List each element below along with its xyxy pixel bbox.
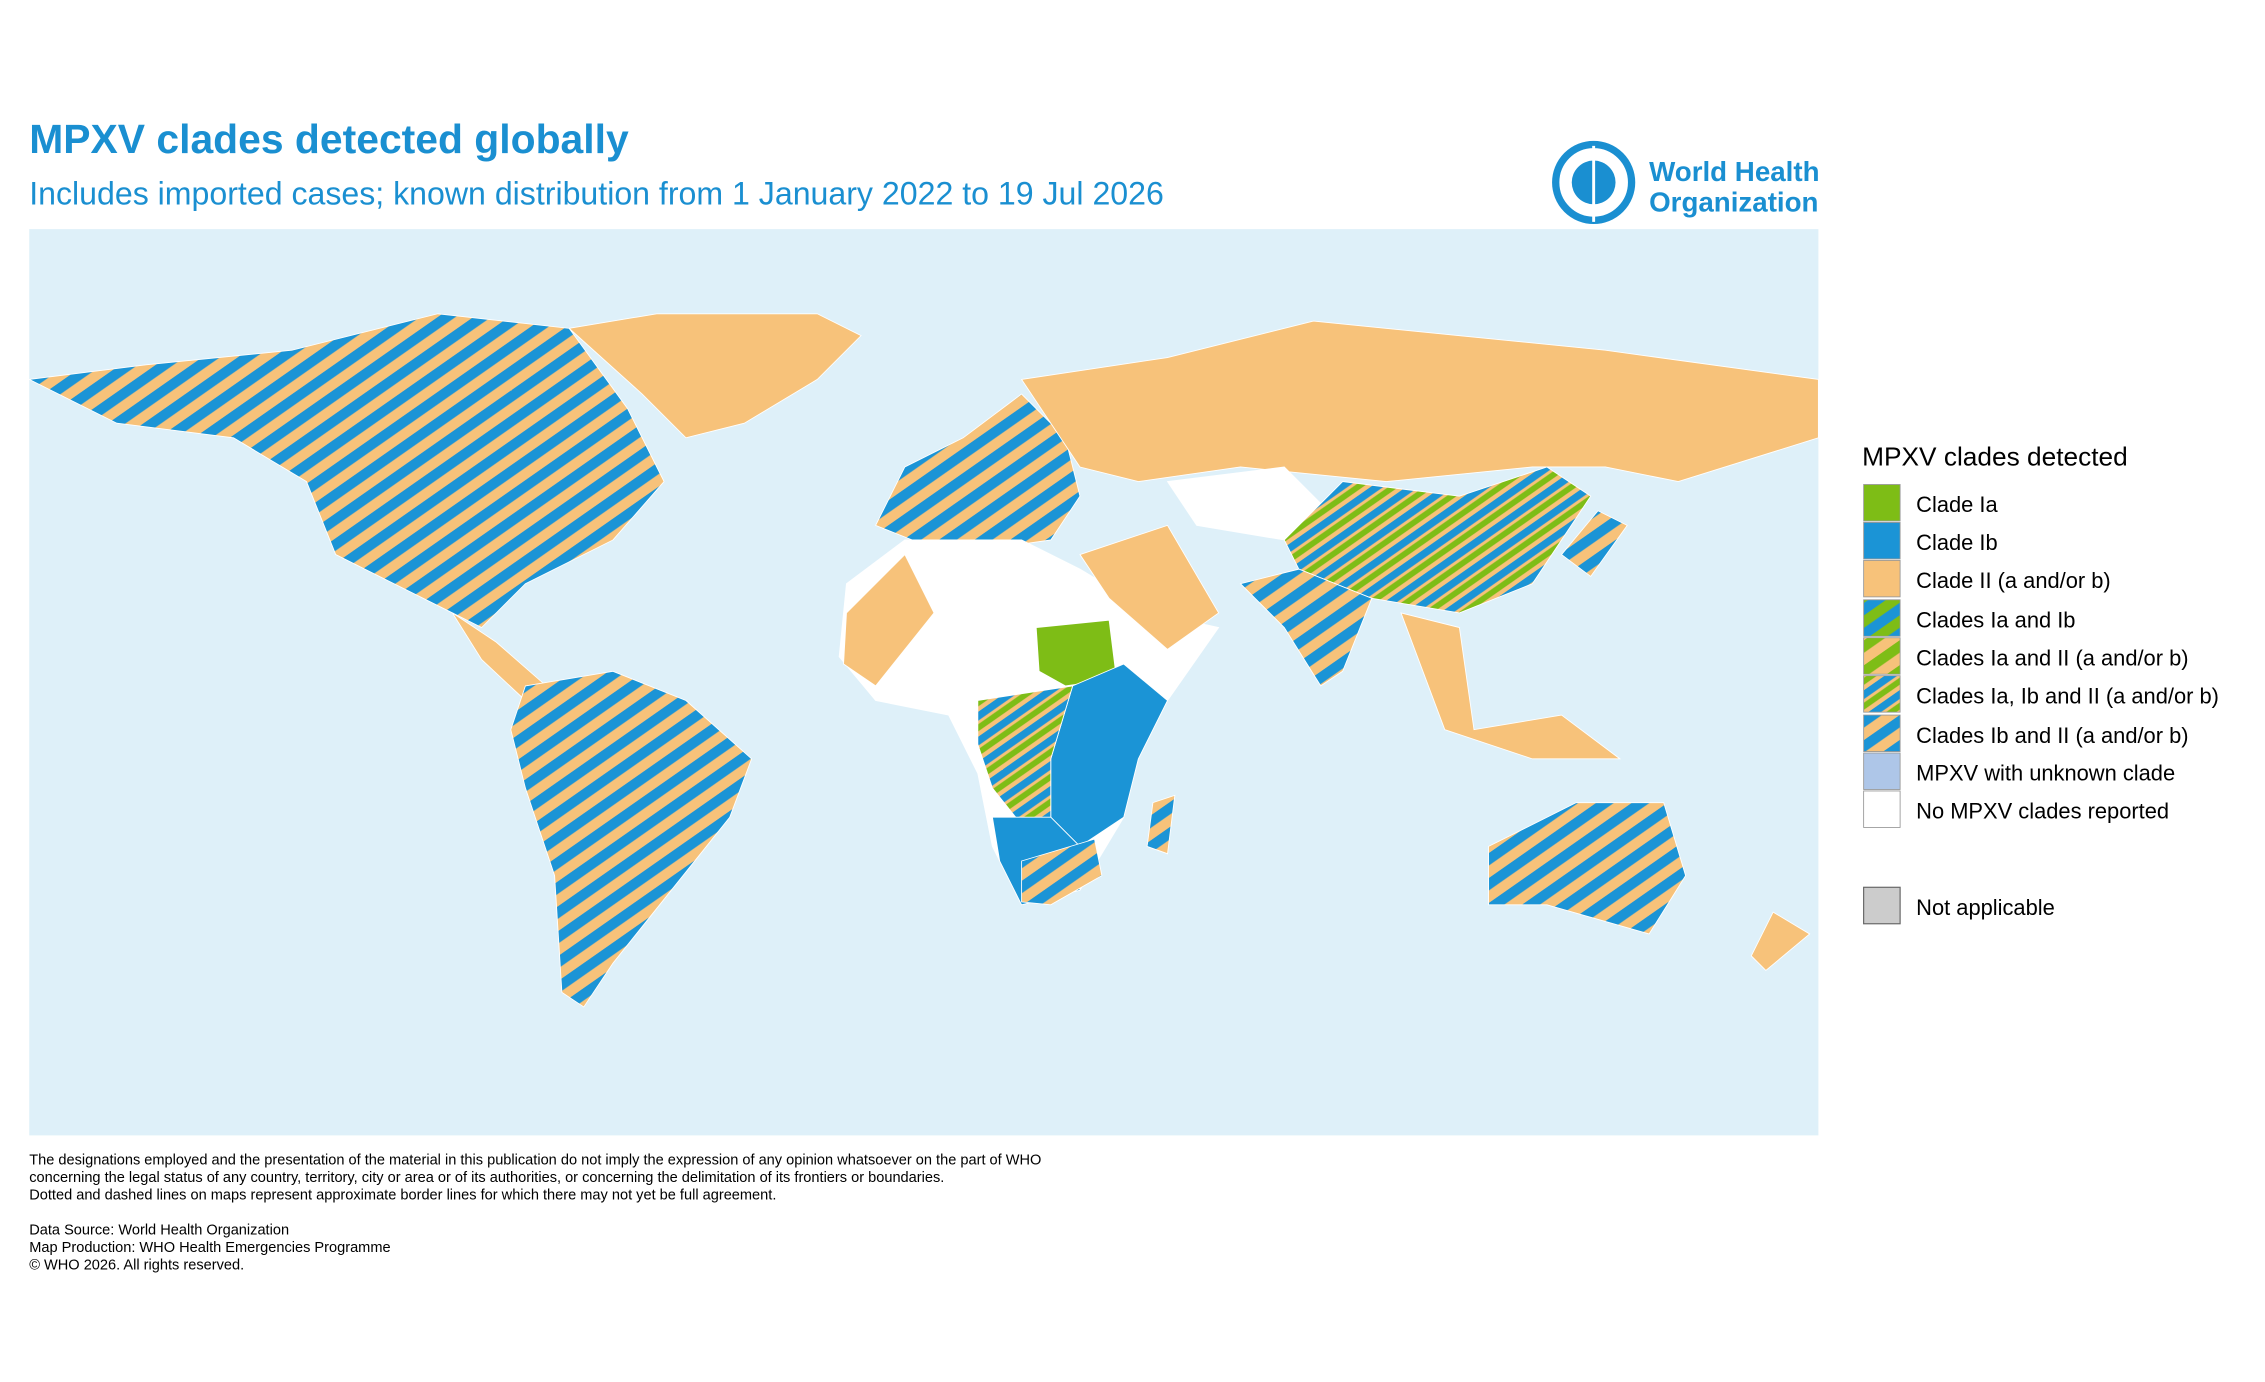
legend-title: MPXV clades detected xyxy=(1862,442,2128,472)
legend-label: Clades Ia and Ib xyxy=(1916,608,2075,633)
legend-label: Clades Ia, Ib and II (a and/or b) xyxy=(1916,683,2219,708)
logo-text: World Health xyxy=(1649,156,1819,187)
who-logo: World Health Organization xyxy=(1552,140,1820,225)
subtitle: Includes imported cases; known distribut… xyxy=(29,175,1164,211)
disclaimer: concerning the legal status of any count… xyxy=(29,1170,944,1186)
legend-label: Clades Ib and II (a and/or b) xyxy=(1916,723,2188,748)
disclaimer: Dotted and dashed lines on maps represen… xyxy=(29,1188,776,1204)
legend-label: Clades Ia and II (a and/or b) xyxy=(1916,645,2188,670)
disclaimer: The designations employed and the presen… xyxy=(29,1153,1041,1169)
credit: Map Production: WHO Health Emergencies P… xyxy=(29,1240,390,1256)
footer: The designations employed and the presen… xyxy=(29,1153,1041,1274)
credit: © WHO 2026. All rights reserved. xyxy=(29,1258,244,1274)
legend-label: Clade Ia xyxy=(1916,492,1998,517)
credit: Data Source: World Health Organization xyxy=(29,1223,289,1239)
legend-label: Not applicable xyxy=(1916,895,2055,920)
map xyxy=(27,229,1819,1136)
logo-text: Organization xyxy=(1649,187,1818,218)
legend-label: No MPXV clades reported xyxy=(1916,799,2169,824)
title: MPXV clades detected globally xyxy=(29,116,629,162)
legend-label: MPXV with unknown clade xyxy=(1916,761,2175,786)
legend-label: Clade Ib xyxy=(1916,530,1997,555)
legend: Clade Ia Clade Ib Clade II (a and/or b) … xyxy=(1863,484,2219,925)
legend-label: Clade II (a and/or b) xyxy=(1916,568,2111,593)
